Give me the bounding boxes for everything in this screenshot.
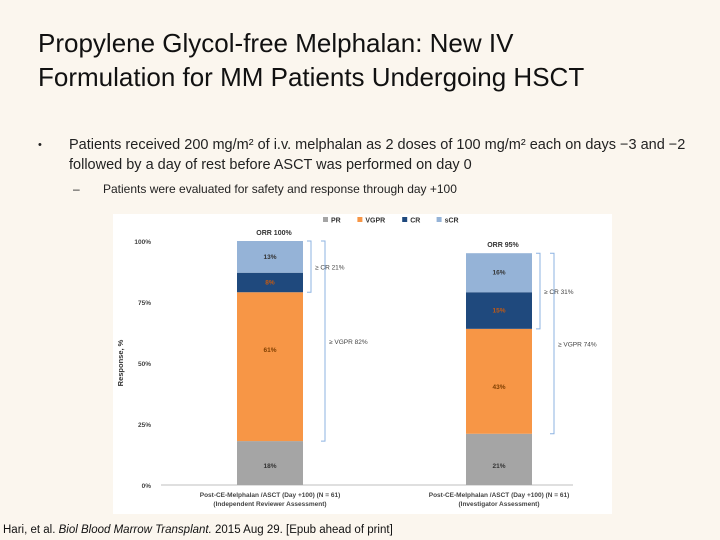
title-line-1: Propylene Glycol-free Melphalan: New IV <box>38 28 514 58</box>
x-category-label: Post-CE-Melphalan /ASCT (Day +100) (N = … <box>200 492 341 499</box>
bracket-line <box>550 252 555 435</box>
y-tick-label: 0% <box>142 483 152 490</box>
data-label-scr: 16% <box>492 270 505 277</box>
citation: Hari, et al. Biol Blood Marrow Transplan… <box>3 523 393 537</box>
legend-swatch-vgpr <box>357 217 363 222</box>
citation-authors: Hari, et al. <box>3 524 56 536</box>
bar-segment-scr <box>237 241 303 273</box>
bracket-line <box>536 252 541 330</box>
y-tick-label: 50% <box>138 361 151 368</box>
legend-label-scr: sCR <box>445 218 459 225</box>
bracket-label: ≥ VGPR 82% <box>329 339 368 346</box>
data-label-vgpr: 61% <box>263 347 276 354</box>
legend-swatch-cr <box>402 217 408 222</box>
data-label-pr: 21% <box>492 463 505 470</box>
bar-segment-vgpr <box>237 292 303 442</box>
orr-label: ORR 100% <box>256 230 292 237</box>
bracket-label: ≥ VGPR 74% <box>558 341 597 348</box>
legend-label-pr: PR <box>331 218 341 225</box>
bracket-label: ≥ CR 21% <box>315 265 345 272</box>
bracket-line <box>321 240 326 442</box>
stacked-bar-chart: Response, % 0% 25% 50% 75% 100% PR VGPR CR sCR 18%… <box>116 217 597 508</box>
data-label-vgpr: 43% <box>492 384 505 391</box>
slide-title: Propylene Glycol-free Melphalan: New IV … <box>38 26 708 94</box>
citation-journal: Biol Blood Marrow Transplant. <box>58 524 212 536</box>
bar-segment-vgpr <box>466 328 532 434</box>
bullet-text-dosing: Patients received 200 mg/m² of i.v. melp… <box>69 137 686 173</box>
data-label-cr: 8% <box>265 279 275 286</box>
bar-segment-cr <box>466 292 532 329</box>
legend-swatch-pr <box>323 217 328 222</box>
y-tick-label: 75% <box>138 300 151 307</box>
legend-swatch-scr <box>436 217 442 222</box>
legend-label-cr: CR <box>410 218 420 225</box>
orr-label: ORR 95% <box>487 242 519 249</box>
title-line-2: Formulation for MM Patients Undergoing H… <box>38 62 585 92</box>
citation-details: 2015 Aug 29. [Epub ahead of print] <box>215 524 393 536</box>
bar-segment-scr <box>466 253 532 293</box>
bar-segment-pr <box>237 441 303 485</box>
bracket-label: ≥ CR 31% <box>544 289 574 296</box>
sub-bullet-marker: – <box>73 182 80 196</box>
legend-label-vgpr: VGPR <box>365 218 385 225</box>
sub-bullet-text-evaluation: Patients were evaluated for safety and r… <box>103 182 457 196</box>
bullet-marker: • <box>38 139 42 151</box>
x-category-label: (Investigator Assessment) <box>458 501 539 508</box>
data-label-pr: 18% <box>263 463 276 470</box>
bracket-line <box>307 240 312 293</box>
x-category-label: (Independent Reviewer Assessment) <box>213 501 326 508</box>
data-label-scr: 13% <box>263 254 276 261</box>
y-axis-label: Response, % <box>116 339 125 386</box>
data-label-cr: 15% <box>492 308 505 315</box>
response-chart: Response, % 0% 25% 50% 75% 100% PR VGPR CR sCR 18%… <box>113 214 612 514</box>
x-category-label: Post-CE-Melphalan /ASCT (Day +100) (N = … <box>429 492 570 499</box>
y-tick-label: 25% <box>138 422 151 429</box>
bar-segment-cr <box>237 272 303 293</box>
bar-segment-pr <box>466 433 532 485</box>
y-tick-label: 100% <box>134 239 151 246</box>
